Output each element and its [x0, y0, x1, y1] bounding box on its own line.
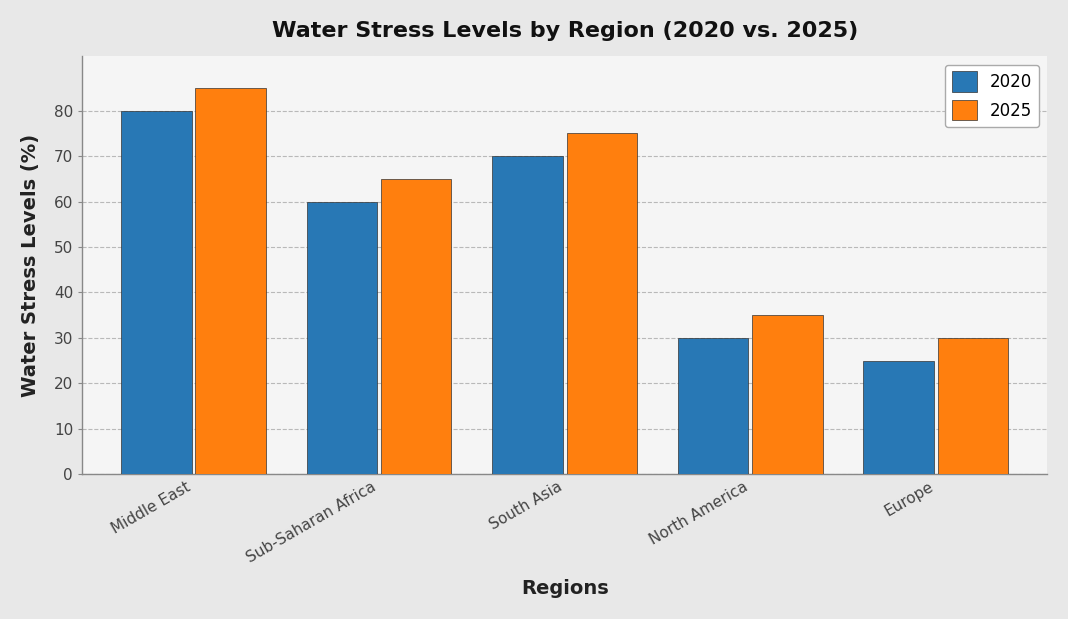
Bar	[307, 202, 377, 474]
Y-axis label: Water Stress Levels (%): Water Stress Levels (%)	[21, 134, 40, 397]
Bar	[752, 315, 822, 474]
Bar	[863, 360, 933, 474]
X-axis label: Regions: Regions	[521, 579, 609, 598]
Bar	[121, 111, 191, 474]
Title: Water Stress Levels by Region (2020 vs. 2025): Water Stress Levels by Region (2020 vs. …	[271, 21, 858, 41]
Legend: 2020, 2025: 2020, 2025	[945, 64, 1039, 127]
Bar	[566, 134, 637, 474]
Bar	[492, 156, 563, 474]
Bar	[938, 338, 1008, 474]
Bar	[381, 179, 452, 474]
Bar	[678, 338, 749, 474]
Bar	[195, 88, 266, 474]
